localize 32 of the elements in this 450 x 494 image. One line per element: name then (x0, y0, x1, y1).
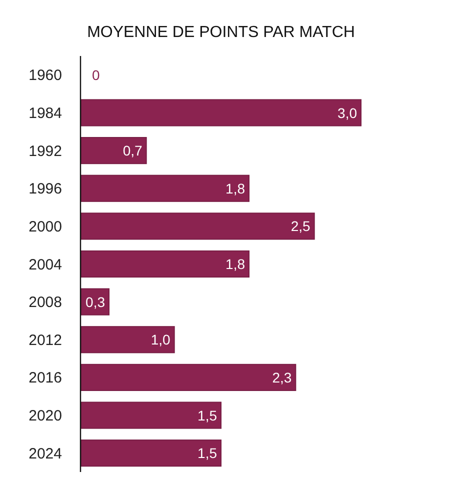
y-tick-label: 2012 (28, 332, 62, 349)
data-label: 2,3 (272, 369, 292, 386)
y-tick-label: 1996 (28, 180, 62, 198)
y-tick-label: 1992 (28, 142, 62, 160)
y-tick-label: 2008 (28, 294, 62, 312)
data-label: 1,0 (150, 332, 171, 348)
bar (80, 364, 296, 391)
y-tick-label: 2024 (28, 445, 62, 462)
chart-title: MOYENNE DE POINTS PAR MATCH (87, 24, 355, 41)
y-tick-label: 1984 (28, 104, 62, 122)
data-label: 1,5 (198, 407, 218, 424)
data-label: 1,5 (198, 445, 218, 462)
bar (80, 402, 222, 429)
bar (80, 99, 362, 126)
y-tick-label: 2000 (28, 218, 62, 236)
y-tick-label: 2020 (28, 408, 62, 425)
bar (80, 326, 175, 354)
bar (80, 174, 250, 202)
bar (80, 250, 250, 278)
data-label: 1,8 (226, 180, 246, 196)
bar (80, 212, 315, 240)
data-label: 0,7 (122, 142, 143, 159)
data-label: 0,3 (86, 294, 106, 310)
bar (80, 440, 222, 467)
data-label: 2,5 (290, 218, 311, 234)
data-label: 0 (92, 66, 100, 83)
y-tick-label: 1960 (28, 67, 62, 84)
data-label: 3,0 (338, 104, 358, 121)
y-tick-label: 2004 (28, 256, 62, 274)
y-tick-label: 2016 (28, 370, 62, 387)
data-label: 1,8 (226, 256, 246, 272)
bar (80, 137, 147, 164)
